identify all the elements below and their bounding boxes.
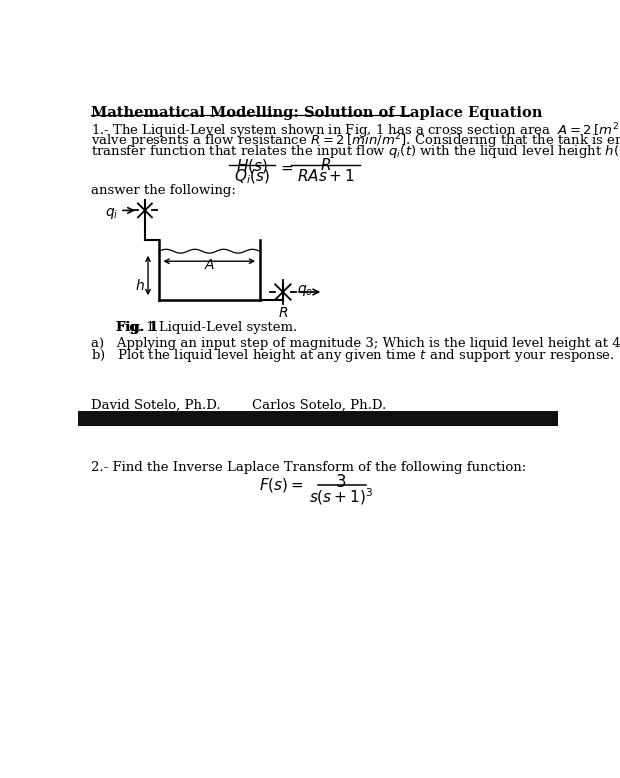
Bar (78, 411, 558, 426)
Text: Carlos Sotelo, Ph.D.: Carlos Sotelo, Ph.D. (252, 398, 386, 412)
Text: a)   Applying an input step of magnitude 3; Which is the liquid level height at : a) Applying an input step of magnitude 3… (92, 337, 620, 349)
Text: $q_o$: $q_o$ (297, 282, 313, 298)
Text: answer the following:: answer the following: (92, 184, 236, 197)
Text: $h$: $h$ (135, 279, 145, 293)
Text: $A$: $A$ (203, 258, 215, 272)
Text: Fig. 1: Fig. 1 (117, 321, 159, 334)
Text: $q_i$: $q_i$ (105, 205, 119, 221)
Text: $R$: $R$ (320, 157, 331, 173)
Text: $Q_i(s)$: $Q_i(s)$ (234, 168, 270, 187)
Text: transfer function that relates the input flow $q_i(t)$ with the liquid level hei: transfer function that relates the input… (92, 142, 620, 159)
Text: $s(s+1)^3$: $s(s+1)^3$ (309, 486, 373, 506)
Text: valve presents a flow resistance $R = 2\,[min/m^2]$. Considering that the tank i: valve presents a flow resistance $R = 2\… (92, 131, 620, 152)
Text: 2.- Find the Inverse Laplace Transform of the following function:: 2.- Find the Inverse Laplace Transform o… (92, 461, 527, 475)
Text: David Sotelo, Ph.D.: David Sotelo, Ph.D. (92, 398, 221, 412)
Text: $H(s)$: $H(s)$ (236, 157, 268, 175)
Text: $=$: $=$ (278, 161, 294, 175)
Text: $3$: $3$ (335, 474, 347, 491)
Text: Fig. 1: Fig. 1 (117, 321, 159, 334)
Text: $RAs + 1$: $RAs + 1$ (296, 168, 355, 184)
Text: Fig. 1 Liquid-Level system.: Fig. 1 Liquid-Level system. (117, 321, 298, 334)
Text: $R$: $R$ (278, 306, 288, 320)
Text: 1.- The Liquid-Level system shown in Fig. 1 has a cross section area  $A = 2\,[m: 1.- The Liquid-Level system shown in Fig… (92, 121, 620, 141)
Text: $F(s) =$: $F(s) =$ (259, 476, 304, 494)
Text: Mathematical Modelling: Solution of Laplace Equation: Mathematical Modelling: Solution of Lapl… (92, 106, 543, 120)
Text: b)   Plot the liquid level height at any given time $t$ and support your respons: b) Plot the liquid level height at any g… (92, 348, 615, 364)
